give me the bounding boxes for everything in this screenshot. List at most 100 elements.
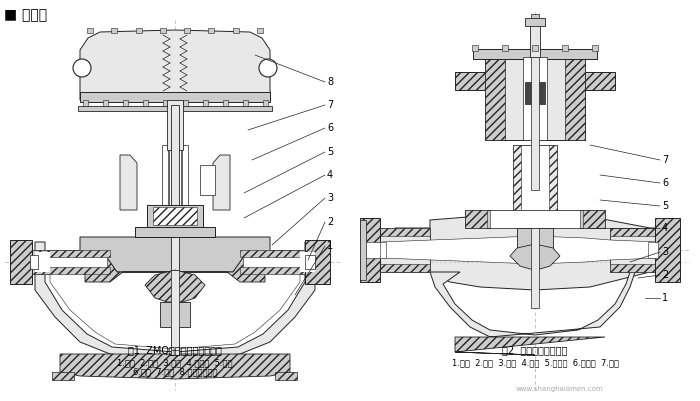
Bar	[648, 242, 658, 258]
Text: 1: 1	[327, 241, 333, 251]
Polygon shape	[30, 250, 110, 274]
Polygon shape	[213, 155, 230, 210]
Bar	[257, 28, 263, 33]
Text: 1.阀体  2.阀座  3.阀芯  4.上阀盖  5.填料: 1.阀体 2.阀座 3.阀芯 4.上阀盖 5.填料	[118, 358, 232, 367]
Bar	[465, 210, 487, 228]
Bar	[485, 57, 505, 140]
Polygon shape	[531, 14, 539, 18]
Polygon shape	[50, 252, 300, 349]
Bar	[87, 28, 93, 33]
Circle shape	[73, 59, 91, 77]
Text: 3: 3	[662, 247, 668, 257]
Bar	[472, 45, 478, 51]
Text: 6.支架  7.阀杆  8.膜片执行机构: 6.支架 7.阀杆 8.膜片执行机构	[133, 367, 217, 376]
Polygon shape	[510, 244, 560, 269]
Bar	[182, 145, 188, 220]
Text: 5: 5	[662, 201, 668, 211]
Bar	[162, 100, 167, 109]
Bar	[175, 145, 181, 220]
Bar	[485, 57, 585, 140]
Bar	[30, 255, 38, 269]
Bar	[531, 57, 539, 190]
Bar	[490, 210, 580, 228]
Polygon shape	[375, 228, 430, 272]
Polygon shape	[145, 270, 205, 302]
Bar	[455, 72, 485, 90]
Bar	[30, 267, 110, 274]
Bar	[375, 228, 430, 236]
Text: www.shanghaiamen.com: www.shanghaiamen.com	[516, 386, 604, 392]
Circle shape	[259, 59, 277, 77]
Bar	[167, 100, 183, 150]
Bar	[275, 372, 297, 380]
Bar	[610, 228, 670, 236]
Bar	[360, 242, 380, 258]
Polygon shape	[80, 30, 270, 100]
Bar	[52, 372, 74, 380]
Text: 3: 3	[327, 193, 333, 203]
Bar	[530, 22, 540, 57]
Bar	[102, 100, 108, 109]
Polygon shape	[430, 272, 635, 342]
Bar	[360, 220, 366, 280]
Text: 7: 7	[662, 155, 668, 165]
Bar	[305, 255, 315, 269]
Polygon shape	[300, 252, 315, 272]
Bar	[171, 270, 179, 350]
Bar	[80, 92, 270, 102]
Polygon shape	[305, 240, 330, 284]
Bar	[223, 100, 228, 109]
Bar	[583, 210, 605, 228]
Bar	[240, 250, 310, 257]
Bar	[232, 28, 239, 33]
Bar	[565, 57, 585, 140]
Polygon shape	[120, 155, 137, 210]
Text: 7: 7	[327, 100, 333, 110]
Bar	[585, 72, 615, 90]
Polygon shape	[395, 213, 680, 290]
Bar	[262, 100, 267, 109]
Bar	[513, 145, 521, 210]
Bar	[531, 228, 539, 308]
Bar	[525, 82, 545, 104]
Text: 1.阀体  2.阀座  3.阀芯  4.阀杆  5.波纹管  6.上阀盖  7.填料: 1.阀体 2.阀座 3.阀芯 4.阀杆 5.波纹管 6.上阀盖 7.填料	[452, 358, 619, 367]
Text: 2: 2	[327, 217, 333, 227]
Bar	[376, 242, 386, 258]
Bar	[202, 100, 207, 109]
Bar	[549, 145, 557, 210]
Bar	[375, 264, 430, 272]
Bar	[160, 28, 166, 33]
Polygon shape	[35, 252, 50, 272]
Bar	[242, 100, 248, 109]
Bar	[160, 302, 190, 327]
Text: 图1  ZMQ气动薄膜单座切断阀: 图1 ZMQ气动薄膜单座切断阀	[128, 345, 222, 355]
Bar	[122, 100, 127, 109]
Bar	[136, 28, 141, 33]
Bar	[562, 45, 568, 51]
Text: 2: 2	[662, 270, 668, 280]
Text: 4: 4	[327, 170, 333, 180]
Bar	[78, 106, 272, 111]
Polygon shape	[30, 256, 107, 268]
Bar	[465, 210, 605, 228]
Polygon shape	[382, 236, 658, 264]
Bar	[502, 45, 508, 51]
Text: 6: 6	[327, 123, 333, 133]
Text: 6: 6	[662, 178, 668, 188]
Bar	[532, 45, 538, 51]
Text: 8: 8	[327, 77, 333, 87]
Bar	[30, 250, 110, 257]
Bar	[592, 45, 598, 51]
Polygon shape	[240, 250, 310, 274]
Polygon shape	[610, 228, 660, 272]
Bar	[135, 227, 215, 237]
Bar	[143, 100, 148, 109]
Bar	[83, 100, 88, 109]
Text: 1: 1	[662, 293, 668, 303]
Text: 图2  波纹管密封切断阀: 图2 波纹管密封切断阀	[503, 345, 568, 355]
Bar	[111, 28, 118, 33]
Bar	[523, 57, 547, 140]
Bar	[610, 264, 670, 272]
Bar	[162, 145, 168, 220]
Text: 4: 4	[662, 223, 668, 233]
